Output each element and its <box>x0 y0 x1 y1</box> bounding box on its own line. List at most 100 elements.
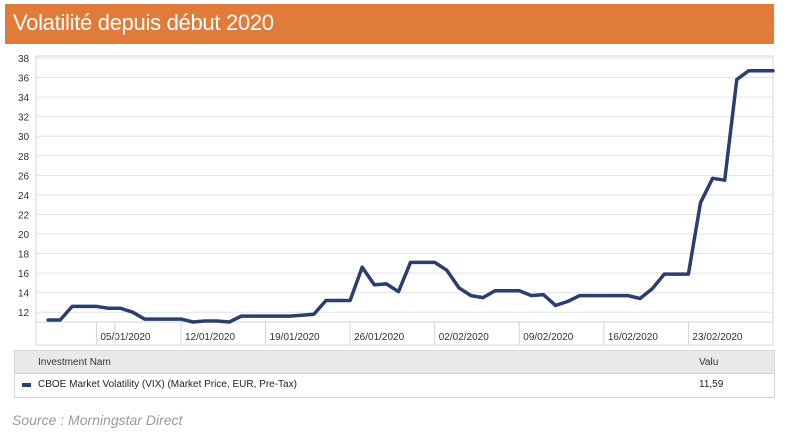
y-tick-label: 14 <box>18 289 30 300</box>
y-tick-label: 28 <box>18 152 30 163</box>
data-point <box>313 313 315 315</box>
x-tick-label: 05/01/2020 <box>100 332 150 343</box>
data-point <box>687 273 690 275</box>
data-point <box>699 201 702 204</box>
data-point <box>397 290 400 293</box>
data-point <box>542 293 545 296</box>
data-point <box>445 269 448 271</box>
series-group <box>46 68 775 324</box>
data-point <box>639 297 641 300</box>
data-point <box>325 299 327 302</box>
data-point <box>349 299 351 302</box>
data-point <box>578 294 581 297</box>
data-point <box>240 315 243 317</box>
data-point <box>216 320 219 322</box>
data-point <box>156 318 158 320</box>
y-tick-label: 16 <box>18 269 30 280</box>
data-point <box>71 305 74 308</box>
data-point <box>180 318 182 320</box>
data-point <box>663 273 666 275</box>
data-point <box>143 318 146 320</box>
y-tick-label: 36 <box>18 74 30 85</box>
data-point <box>47 319 49 321</box>
data-point <box>530 294 533 297</box>
x-tick-label: 16/02/2020 <box>608 332 658 343</box>
legend-header-name: Investment Nam <box>38 357 111 368</box>
data-point <box>723 179 726 182</box>
y-tick-label: 30 <box>18 132 30 143</box>
line-chart: 12 14 16 18 20 22 24 26 28 30 32 34 36 38 05/01/2020 1… <box>18 54 775 346</box>
data-point <box>204 320 206 322</box>
data-point <box>482 296 484 299</box>
x-tick-label: 23/02/2020 <box>692 332 742 343</box>
data-point <box>385 283 388 285</box>
data-point <box>301 314 303 316</box>
data-point <box>192 321 194 323</box>
y-tick-label: 26 <box>18 171 30 182</box>
y-axis: 12 14 16 18 20 22 24 26 28 30 32 34 36 38 <box>18 54 30 319</box>
data-point <box>772 69 774 72</box>
legend-table: Investment Nam Valu CBOE Market Volatili… <box>14 350 775 398</box>
x-tick-label: 12/01/2020 <box>185 332 235 343</box>
data-point <box>421 261 424 264</box>
data-point <box>337 299 339 302</box>
data-point <box>373 284 376 286</box>
data-point <box>59 319 61 321</box>
data-point <box>83 305 86 308</box>
data-point <box>470 294 472 297</box>
plot-frame <box>35 55 774 346</box>
legend-series-value: 11,59 <box>699 379 724 390</box>
title-bar: Volatilité depuis début 2020 <box>5 4 774 44</box>
data-point <box>458 286 460 289</box>
legend-row: CBOE Market Volatility (VIX) (Market Pri… <box>15 374 774 396</box>
y-tick-label: 32 <box>18 113 30 124</box>
x-axis: 05/01/2020 12/01/2020 19/01/2020 26/01/2020… <box>95 322 743 345</box>
data-point <box>95 305 98 308</box>
grid-lines <box>36 57 773 323</box>
data-point <box>288 315 291 317</box>
data-point <box>518 289 521 292</box>
data-point <box>615 294 617 297</box>
x-tick-label: 19/01/2020 <box>270 332 320 343</box>
y-tick-label: 18 <box>18 250 30 261</box>
legend-header-value: Valu <box>699 357 719 368</box>
data-point <box>675 273 678 275</box>
data-point <box>494 289 496 292</box>
x-tick-label: 02/02/2020 <box>439 332 489 343</box>
data-point <box>554 304 557 307</box>
legend-header: Investment Nam Valu <box>15 351 774 374</box>
data-point <box>760 69 762 72</box>
data-point <box>276 315 279 317</box>
data-point <box>711 177 714 180</box>
y-tick-label: 20 <box>18 230 30 241</box>
data-point <box>252 315 255 317</box>
data-point <box>361 266 364 269</box>
y-tick-label: 12 <box>18 308 30 319</box>
data-point <box>735 78 738 81</box>
y-tick-label: 34 <box>18 93 30 104</box>
data-point <box>131 311 134 314</box>
data-point <box>651 287 653 290</box>
legend-swatch <box>22 383 31 387</box>
data-point <box>107 307 110 310</box>
data-point <box>566 300 569 303</box>
data-point <box>603 294 605 297</box>
data-point <box>168 318 170 320</box>
data-point <box>627 294 629 297</box>
data-point <box>264 315 267 317</box>
data-point <box>748 69 750 72</box>
data-point <box>433 261 436 264</box>
x-tick-label: 26/01/2020 <box>354 332 404 343</box>
y-tick-label: 38 <box>18 54 30 65</box>
data-point <box>409 261 412 264</box>
y-tick-label: 24 <box>18 191 30 202</box>
data-point <box>119 307 122 310</box>
chart-title: Volatilité depuis début 2020 <box>13 10 274 35</box>
legend-series-name: CBOE Market Volatility (VIX) (Market Pri… <box>38 379 297 390</box>
y-tick-label: 22 <box>18 210 30 221</box>
source-note: Source : Morningstar Direct <box>12 412 183 428</box>
x-tick-label: 09/02/2020 <box>523 332 573 343</box>
data-point <box>228 321 231 323</box>
data-point <box>590 294 593 297</box>
data-point <box>506 289 508 292</box>
